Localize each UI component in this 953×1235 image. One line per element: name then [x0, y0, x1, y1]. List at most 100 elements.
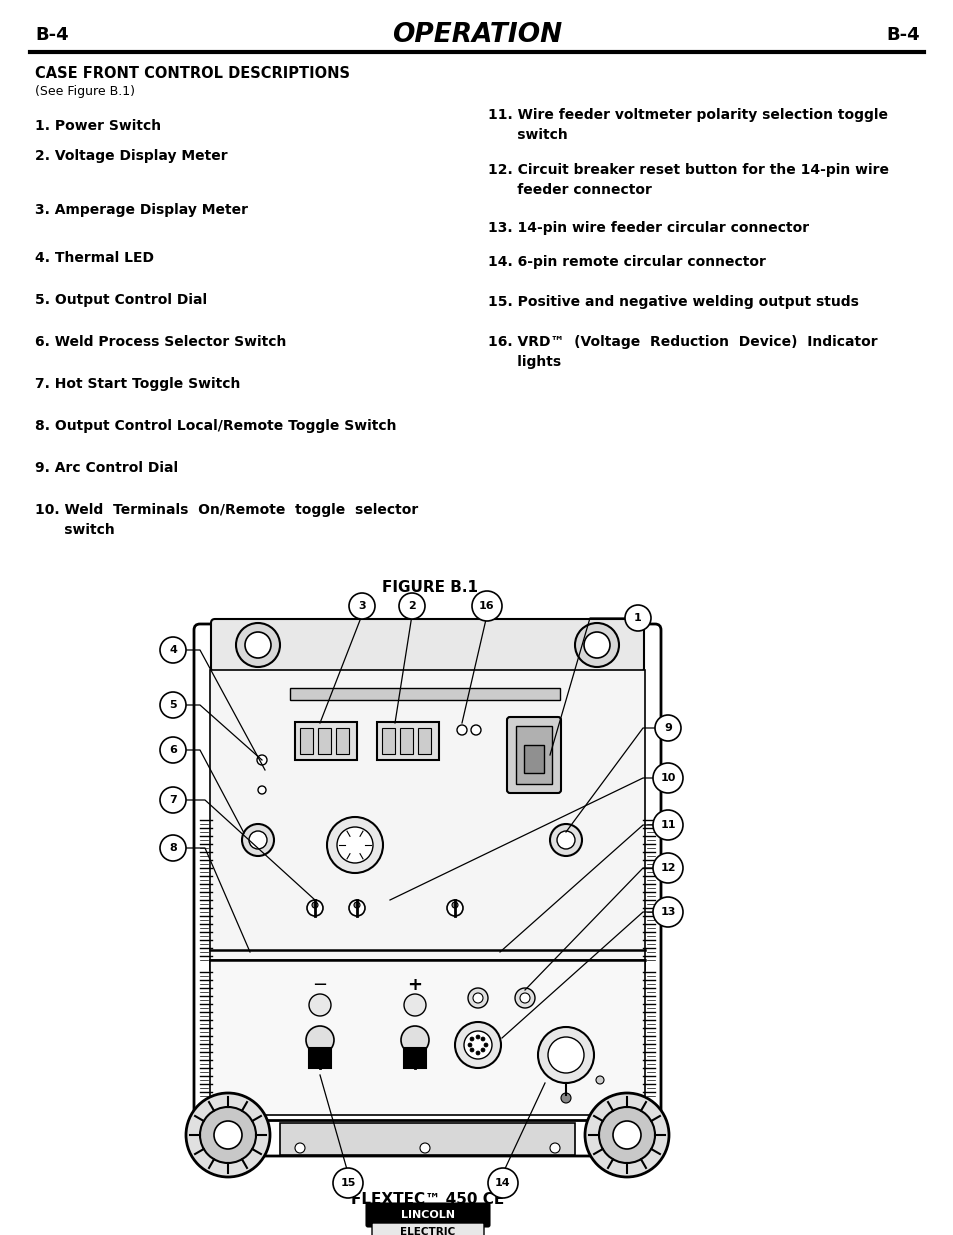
Text: 5: 5	[169, 700, 176, 710]
Text: 9. Arc Control Dial: 9. Arc Control Dial	[35, 461, 178, 475]
Text: 2: 2	[408, 601, 416, 611]
Circle shape	[575, 622, 618, 667]
Text: 1. Power Switch: 1. Power Switch	[35, 119, 161, 133]
Circle shape	[537, 1028, 594, 1083]
Circle shape	[160, 737, 186, 763]
Bar	[381, 727, 395, 755]
Text: switch: switch	[35, 522, 114, 537]
FancyBboxPatch shape	[506, 718, 560, 793]
Text: FIGURE B.1: FIGURE B.1	[381, 579, 477, 594]
Text: 8. Output Control Local/Remote Toggle Switch: 8. Output Control Local/Remote Toggle Sw…	[35, 419, 396, 433]
Text: 13. 14-pin wire feeder circular connector: 13. 14-pin wire feeder circular connecto…	[488, 221, 808, 235]
Circle shape	[480, 1037, 484, 1041]
Circle shape	[463, 1031, 492, 1058]
Circle shape	[470, 1037, 474, 1041]
FancyBboxPatch shape	[211, 619, 643, 672]
Text: 16. VRD™  (Voltage  Reduction  Device)  Indicator: 16. VRD™ (Voltage Reduction Device) Indi…	[488, 335, 877, 350]
Circle shape	[333, 1168, 363, 1198]
Circle shape	[530, 760, 537, 767]
Text: 10. Weld  Terminals  On/Remote  toggle  selector: 10. Weld Terminals On/Remote toggle sele…	[35, 503, 417, 517]
Text: 7. Hot Start Toggle Switch: 7. Hot Start Toggle Switch	[35, 377, 240, 391]
Circle shape	[488, 1168, 517, 1198]
Text: 16: 16	[478, 601, 495, 611]
Circle shape	[327, 818, 382, 873]
Bar	[376, 722, 438, 760]
Circle shape	[245, 632, 271, 658]
Text: FLEXTEC™ 450 CE: FLEXTEC™ 450 CE	[351, 1193, 504, 1208]
Bar	[335, 727, 349, 755]
Circle shape	[550, 824, 581, 856]
Circle shape	[596, 1076, 603, 1084]
Bar	[403, 1049, 426, 1068]
Circle shape	[256, 755, 267, 764]
Circle shape	[419, 1144, 430, 1153]
Circle shape	[652, 763, 682, 793]
Text: 11: 11	[659, 820, 675, 830]
Bar	[399, 727, 413, 755]
Circle shape	[400, 1026, 429, 1053]
Text: LINCOLN: LINCOLN	[400, 1210, 455, 1220]
FancyBboxPatch shape	[366, 1203, 489, 1226]
Text: 12. Circuit breaker reset button for the 14-pin wire: 12. Circuit breaker reset button for the…	[488, 163, 888, 177]
Bar	[290, 688, 559, 700]
Circle shape	[294, 1144, 305, 1153]
Circle shape	[349, 900, 365, 916]
Circle shape	[613, 1121, 640, 1149]
Circle shape	[652, 810, 682, 840]
Text: 6: 6	[169, 745, 176, 755]
Circle shape	[160, 787, 186, 813]
Bar	[516, 726, 552, 784]
Circle shape	[468, 988, 488, 1008]
Circle shape	[598, 1107, 655, 1163]
Text: 4. Thermal LED: 4. Thermal LED	[35, 251, 153, 266]
Circle shape	[480, 1049, 484, 1052]
Text: 15: 15	[340, 1178, 355, 1188]
Text: lights: lights	[488, 354, 560, 369]
Circle shape	[257, 785, 266, 794]
Circle shape	[186, 1093, 270, 1177]
Text: 11. Wire feeder voltmeter polarity selection toggle: 11. Wire feeder voltmeter polarity selec…	[488, 107, 887, 122]
Text: +: +	[407, 976, 422, 994]
Circle shape	[557, 831, 575, 848]
Circle shape	[242, 824, 274, 856]
Circle shape	[307, 900, 323, 916]
Circle shape	[160, 637, 186, 663]
Text: 3: 3	[357, 601, 365, 611]
Circle shape	[447, 900, 462, 916]
Circle shape	[235, 622, 280, 667]
Circle shape	[354, 902, 359, 908]
Text: 10: 10	[659, 773, 675, 783]
Text: feeder connector: feeder connector	[488, 183, 651, 198]
Circle shape	[515, 988, 535, 1008]
Circle shape	[472, 592, 501, 621]
Circle shape	[456, 725, 467, 735]
Text: 14: 14	[495, 1178, 510, 1188]
Circle shape	[398, 593, 424, 619]
Bar	[417, 727, 431, 755]
Text: 15. Positive and negative welding output studs: 15. Positive and negative welding output…	[488, 295, 858, 309]
Circle shape	[624, 605, 650, 631]
Circle shape	[476, 1051, 479, 1055]
Circle shape	[476, 1035, 479, 1039]
Circle shape	[200, 1107, 255, 1163]
Circle shape	[547, 1037, 583, 1073]
Circle shape	[309, 994, 331, 1016]
FancyBboxPatch shape	[372, 1223, 483, 1235]
Circle shape	[160, 835, 186, 861]
Circle shape	[306, 1026, 334, 1053]
Circle shape	[349, 593, 375, 619]
Text: CASE FRONT CONTROL DESCRIPTIONS: CASE FRONT CONTROL DESCRIPTIONS	[35, 67, 350, 82]
Circle shape	[249, 831, 267, 848]
Circle shape	[470, 1049, 474, 1052]
Circle shape	[312, 902, 317, 908]
Circle shape	[468, 1044, 472, 1047]
Bar	[523, 745, 543, 773]
Circle shape	[560, 1093, 571, 1103]
Bar	[210, 671, 644, 969]
Circle shape	[213, 1121, 242, 1149]
Text: 9: 9	[663, 722, 671, 734]
Text: 2. Voltage Display Meter: 2. Voltage Display Meter	[35, 149, 228, 163]
Text: B-4: B-4	[885, 26, 919, 44]
Text: 8: 8	[169, 844, 176, 853]
Text: 4: 4	[169, 645, 176, 655]
